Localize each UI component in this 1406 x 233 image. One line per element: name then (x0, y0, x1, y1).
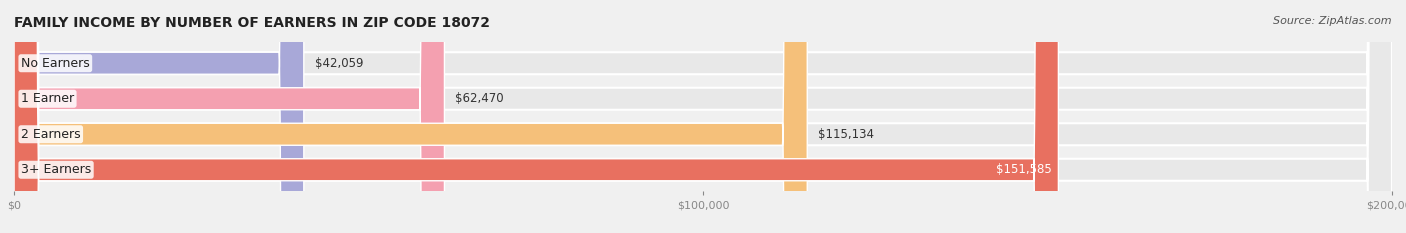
FancyBboxPatch shape (14, 0, 807, 233)
Text: $62,470: $62,470 (456, 92, 505, 105)
Text: 2 Earners: 2 Earners (21, 128, 80, 141)
Text: 3+ Earners: 3+ Earners (21, 163, 91, 176)
FancyBboxPatch shape (14, 0, 1392, 233)
FancyBboxPatch shape (14, 0, 304, 233)
FancyBboxPatch shape (14, 0, 1059, 233)
FancyBboxPatch shape (14, 0, 1392, 233)
FancyBboxPatch shape (14, 0, 444, 233)
Text: $115,134: $115,134 (818, 128, 875, 141)
FancyBboxPatch shape (14, 0, 1392, 233)
Text: FAMILY INCOME BY NUMBER OF EARNERS IN ZIP CODE 18072: FAMILY INCOME BY NUMBER OF EARNERS IN ZI… (14, 16, 491, 30)
Text: $151,585: $151,585 (995, 163, 1052, 176)
Text: 1 Earner: 1 Earner (21, 92, 75, 105)
Text: No Earners: No Earners (21, 57, 90, 70)
Text: Source: ZipAtlas.com: Source: ZipAtlas.com (1274, 16, 1392, 26)
FancyBboxPatch shape (14, 0, 1392, 233)
Text: $42,059: $42,059 (315, 57, 363, 70)
